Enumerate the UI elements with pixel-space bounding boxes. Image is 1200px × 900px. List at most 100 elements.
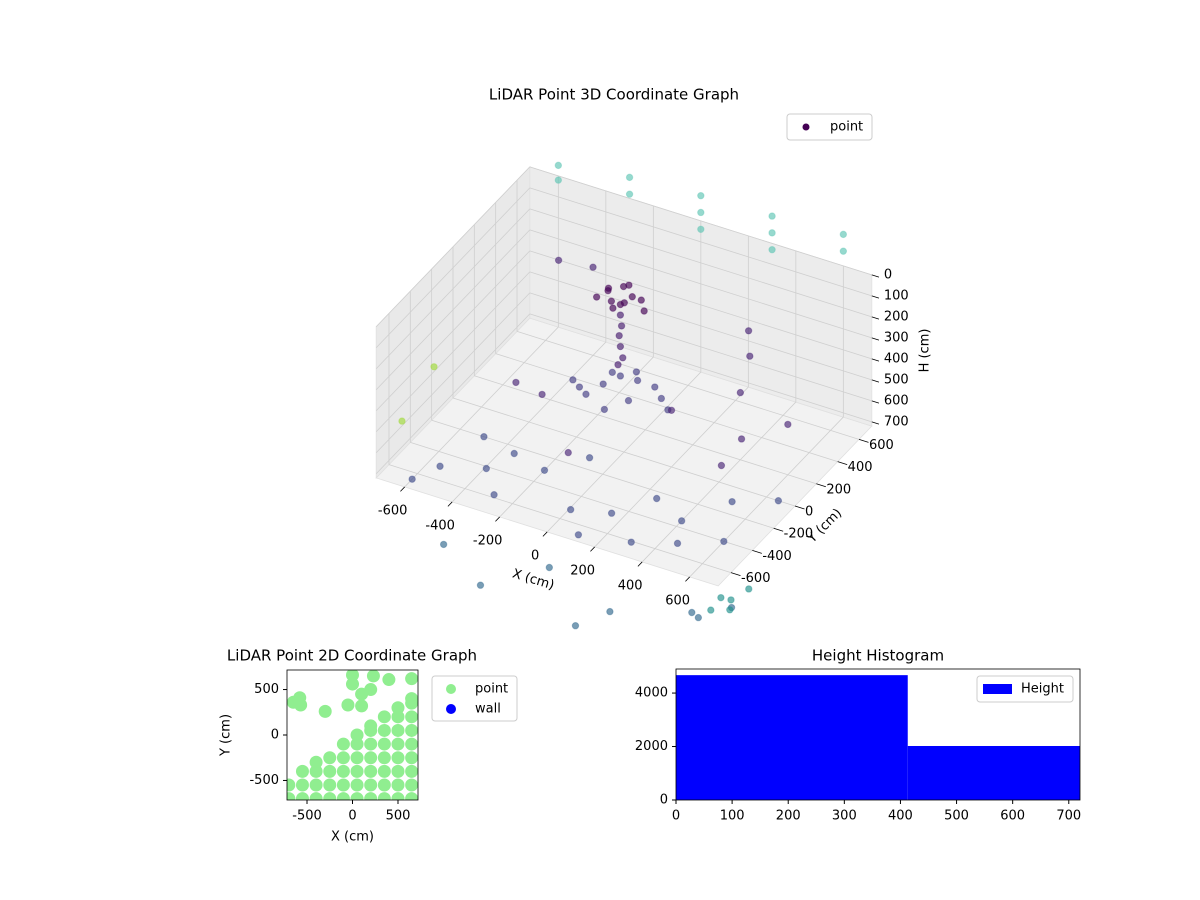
point bbox=[350, 778, 364, 792]
legend-box bbox=[786, 113, 873, 141]
point bbox=[350, 751, 364, 765]
z-tick-label: 300 bbox=[884, 330, 909, 345]
point bbox=[336, 778, 350, 792]
point bbox=[745, 585, 753, 593]
point bbox=[336, 751, 350, 765]
point bbox=[366, 670, 380, 683]
grid-line bbox=[375, 250, 531, 411]
y-tick-label: -600 bbox=[741, 571, 771, 586]
bar bbox=[907, 745, 1080, 800]
point bbox=[336, 764, 350, 778]
point bbox=[607, 509, 616, 517]
point bbox=[673, 539, 682, 548]
point bbox=[377, 751, 391, 765]
point bbox=[768, 229, 776, 237]
point bbox=[391, 778, 405, 792]
point bbox=[295, 778, 309, 792]
point bbox=[364, 778, 378, 792]
point bbox=[323, 778, 337, 792]
y-tick-label: 500 bbox=[254, 682, 279, 697]
point bbox=[600, 405, 609, 414]
point bbox=[839, 230, 848, 239]
point bbox=[592, 293, 601, 301]
point bbox=[768, 245, 776, 254]
z-axis-label: H (cm) bbox=[917, 329, 932, 373]
point bbox=[545, 563, 554, 572]
point bbox=[677, 517, 686, 525]
grid-line bbox=[529, 208, 872, 318]
x-tick-label: 500 bbox=[944, 809, 969, 824]
point bbox=[512, 378, 520, 387]
point bbox=[490, 491, 498, 499]
grid-line bbox=[388, 464, 732, 573]
x-tick-label: 400 bbox=[618, 578, 643, 593]
point bbox=[350, 737, 364, 751]
point bbox=[839, 247, 848, 255]
point bbox=[717, 593, 725, 602]
grid-line bbox=[529, 271, 872, 381]
legend-marker bbox=[446, 684, 456, 694]
chart-histogram: 0 100 200 300 400 500 600 700 0 2000 4000 Height Hi… bbox=[635, 647, 1081, 824]
point bbox=[667, 406, 676, 414]
point bbox=[632, 368, 641, 376]
y-tick-label: 0 bbox=[660, 793, 668, 808]
point bbox=[341, 698, 355, 712]
point bbox=[350, 728, 364, 742]
point bbox=[398, 417, 406, 425]
point bbox=[391, 751, 405, 765]
tick-mark bbox=[871, 400, 880, 404]
point bbox=[405, 751, 418, 765]
tick-mark bbox=[590, 546, 595, 552]
point bbox=[323, 792, 337, 800]
x-tick-label: 100 bbox=[720, 809, 745, 824]
point bbox=[717, 461, 726, 470]
axes-frame bbox=[675, 668, 1081, 801]
point bbox=[633, 376, 642, 385]
point bbox=[377, 710, 391, 724]
point bbox=[651, 383, 659, 391]
point bbox=[323, 764, 337, 778]
chart-2d: -500 0 500 -500 0 500 X (cm) Y (cm) LiDAR Point … bbox=[219, 647, 518, 845]
point bbox=[391, 764, 405, 778]
chart-title: LiDAR Point 2D Coordinate Graph bbox=[227, 647, 477, 665]
tick-mark bbox=[730, 572, 741, 576]
point bbox=[405, 778, 418, 792]
x-tick-label: 700 bbox=[1056, 809, 1081, 824]
point bbox=[554, 161, 563, 170]
point bbox=[582, 390, 590, 398]
point bbox=[744, 327, 753, 335]
bar bbox=[676, 675, 908, 800]
point bbox=[616, 311, 625, 319]
y-tick-label: -500 bbox=[249, 773, 279, 788]
legend-label: wall bbox=[475, 702, 501, 717]
point bbox=[604, 286, 612, 295]
point bbox=[625, 281, 633, 289]
point bbox=[480, 433, 488, 441]
grid-line bbox=[529, 313, 872, 423]
point bbox=[405, 672, 418, 686]
x-tick-label: 200 bbox=[776, 809, 801, 824]
point bbox=[619, 354, 627, 362]
chart-title: LiDAR Point 3D Coordinate Graph bbox=[489, 86, 739, 104]
x-tick-label: 600 bbox=[1000, 809, 1025, 824]
x-tick-label: -400 bbox=[425, 518, 455, 533]
tick-mark bbox=[794, 505, 805, 510]
point bbox=[336, 737, 350, 751]
grid-line bbox=[529, 187, 872, 297]
point bbox=[350, 792, 364, 800]
y-axis-label: Y (cm) bbox=[219, 714, 234, 757]
chart-3d: -600 -400 -200 0 200 400 600 -600 -400 -200 0 200 40… bbox=[375, 86, 932, 630]
legend-label: point bbox=[830, 120, 863, 135]
point bbox=[430, 363, 438, 371]
z-tick-label: 200 bbox=[884, 309, 909, 324]
x-tick-label: 300 bbox=[832, 809, 857, 824]
legend-box bbox=[976, 675, 1074, 703]
point bbox=[540, 466, 549, 474]
y-tick-label: 0 bbox=[271, 728, 279, 743]
grid-line bbox=[529, 229, 872, 339]
x-tick-label: 600 bbox=[665, 593, 690, 608]
x-tick-label: -600 bbox=[378, 503, 408, 518]
tick-mark bbox=[773, 527, 784, 532]
point bbox=[391, 737, 405, 751]
point bbox=[364, 792, 378, 800]
